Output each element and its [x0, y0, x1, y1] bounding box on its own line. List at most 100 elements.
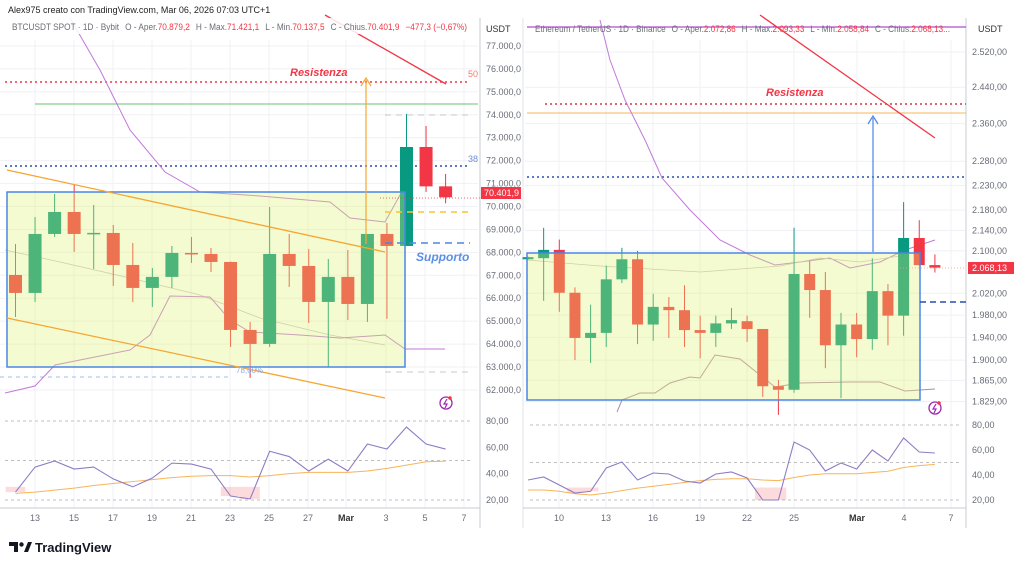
right-overlays[interactable]: Resistenza [526, 87, 966, 415]
candle[interactable] [632, 250, 644, 345]
candle[interactable] [380, 222, 394, 319]
candle[interactable] [165, 245, 179, 288]
time-tick: 19 [695, 513, 705, 523]
price-tick: 1.980,00 [972, 310, 1007, 320]
candle[interactable] [204, 247, 218, 272]
open-label: O - Aper. [672, 24, 704, 34]
high-value: 71.421,1 [227, 22, 259, 32]
btc-legend[interactable]: BTCUSDT SPOT · 1D · Bybit O - Aper.70.87… [12, 22, 467, 32]
candle[interactable] [243, 321, 257, 378]
rsi-tick: 80,00 [486, 416, 509, 426]
range-box[interactable] [526, 252, 921, 401]
candle[interactable] [710, 315, 722, 347]
candle[interactable] [67, 184, 81, 252]
candle[interactable] [263, 206, 277, 347]
downtrend-line[interactable] [759, 14, 936, 139]
time-tick: 25 [789, 513, 799, 523]
candle-body [538, 249, 550, 259]
candle[interactable] [647, 293, 659, 341]
candle[interactable] [694, 315, 706, 359]
btc-time-axis[interactable]: 13 15 17 19 21 23 25 27 Mar 3 5 7 [30, 513, 467, 523]
candle[interactable] [145, 267, 159, 307]
lightning-icon[interactable] [439, 396, 453, 410]
eth-currency-label[interactable]: USDT [978, 24, 1003, 34]
candle[interactable] [522, 256, 534, 260]
candle-body [866, 291, 878, 340]
candle[interactable] [28, 216, 42, 302]
price-tick: 2.020,00 [972, 288, 1007, 298]
candle[interactable] [126, 242, 140, 302]
time-tick: 16 [648, 513, 658, 523]
rsi-ma-line [15, 460, 446, 494]
time-tick: 13 [30, 513, 40, 523]
candle[interactable] [184, 236, 198, 263]
arrow-head-icon [867, 114, 879, 125]
candle[interactable] [757, 328, 769, 397]
right-drawings[interactable] [526, 14, 966, 413]
candle[interactable] [439, 173, 453, 204]
candle[interactable] [538, 227, 550, 301]
candle[interactable] [819, 271, 831, 369]
btc-price-axis[interactable]: 77.000,0 76.000,0 75.000,0 74.000,0 73.000,0… [486, 41, 521, 505]
candle[interactable] [302, 248, 316, 323]
eth-time-axis[interactable]: 10 13 16 19 22 25 Mar 4 7 [554, 513, 954, 523]
candle[interactable] [898, 202, 910, 336]
candle-body [804, 274, 816, 291]
candle[interactable] [725, 307, 737, 329]
btc-currency-label[interactable]: USDT [486, 24, 511, 34]
candle[interactable] [321, 258, 335, 367]
btc-last-price: 70.401,9 [484, 188, 519, 198]
candle[interactable] [663, 297, 675, 338]
candle[interactable] [224, 261, 238, 347]
left-drawings[interactable] [0, 14, 478, 394]
open-value: 2.072,86 [704, 24, 736, 34]
btc-symbol: BTCUSDT SPOT · 1D · Bybit [12, 22, 120, 32]
candle-body [898, 238, 910, 316]
price-tick: 64.000,0 [486, 339, 521, 349]
candle[interactable] [569, 287, 581, 361]
candle[interactable] [866, 258, 878, 350]
price-tick: 65.000,0 [486, 316, 521, 326]
candle[interactable] [741, 315, 753, 342]
tradingview-logo[interactable]: TradingView [9, 540, 112, 555]
candle[interactable] [851, 312, 863, 358]
candle-body [694, 330, 706, 333]
candle-body [585, 332, 597, 338]
candle[interactable] [400, 113, 413, 246]
candle[interactable] [788, 227, 800, 393]
candle[interactable] [679, 285, 690, 347]
candle[interactable] [585, 304, 597, 363]
rsi-tick: 40,00 [972, 470, 995, 480]
eth-legend[interactable]: Ethereum / TetherUS · 1D · Binance O - A… [535, 24, 950, 34]
candle[interactable] [835, 312, 847, 399]
candle[interactable] [48, 193, 62, 237]
rsi-oversold-fill [567, 487, 583, 493]
close-value: 2.068,13... [911, 24, 950, 34]
candle-body [553, 249, 565, 293]
eth-price-axis[interactable]: 2.520,00 2.440,00 2.360,00 2.280,00 2.230,00… [972, 47, 1007, 505]
left-overlays[interactable]: Resistenza Supporto 50 38 78,60% [6, 67, 480, 410]
lightning-icon[interactable] [928, 401, 942, 415]
candle[interactable] [9, 243, 22, 317]
candle[interactable] [600, 265, 612, 347]
candle[interactable] [929, 254, 941, 273]
candle[interactable] [804, 260, 816, 318]
candle[interactable] [282, 233, 296, 287]
channel-lower-line[interactable] [6, 317, 386, 399]
candle[interactable] [553, 239, 565, 312]
price-tick: 72.000,0 [486, 156, 521, 166]
price-tick: 69.000,0 [486, 224, 521, 234]
candle[interactable] [87, 204, 101, 269]
candle-body [165, 252, 179, 277]
time-tick: 5 [422, 513, 427, 523]
candle[interactable] [419, 125, 433, 192]
price-tick: 75.000,0 [486, 87, 521, 97]
candle[interactable] [882, 284, 894, 346]
candle[interactable] [341, 249, 355, 320]
channel-upper-line[interactable] [6, 169, 386, 253]
candle[interactable] [772, 379, 784, 415]
range-box[interactable] [6, 191, 406, 368]
candle[interactable] [106, 224, 120, 286]
time-tick: Mar [338, 513, 355, 523]
candle-body [341, 276, 355, 304]
